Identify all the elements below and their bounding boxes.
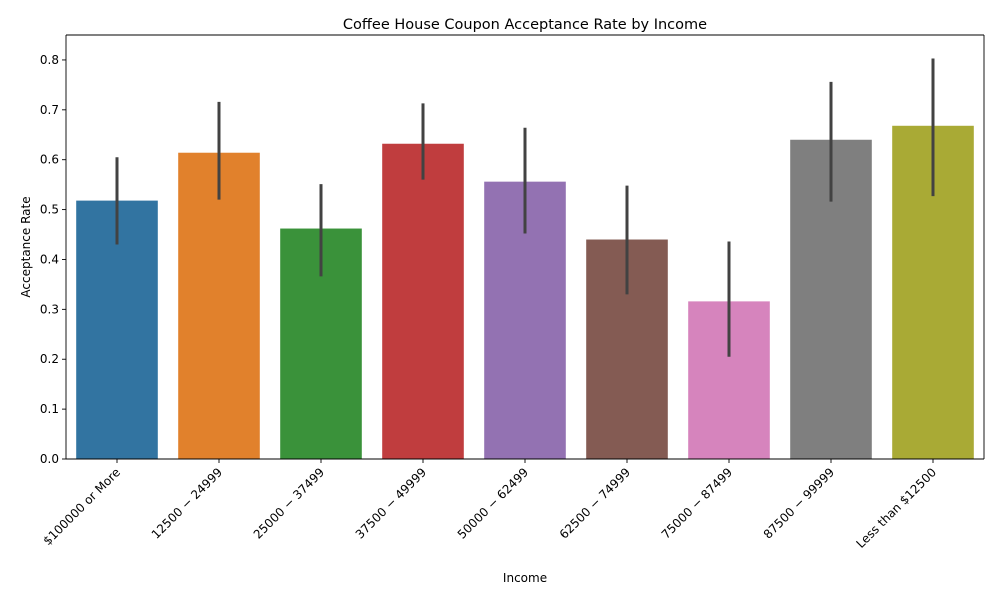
y-tick-label: 0.7 [40,103,59,117]
bars-layer [76,125,974,460]
y-tick-label: 0.3 [40,302,59,316]
y-tick-label: 0.6 [40,153,59,167]
x-axis-label: Income [503,571,547,585]
x-tick-label: 75000 − 87499 [659,465,735,541]
x-tick-label: Less than $12500 [854,465,940,551]
y-axis-label: Acceptance Rate [19,196,33,297]
bar [382,143,464,459]
y-tick-label: 0.2 [40,352,59,366]
x-tick-label: 12500 − 24999 [149,465,225,541]
x-tick-label: 25000 − 37499 [251,465,327,541]
x-tick-label: 50000 − 62499 [455,465,531,541]
y-tick-label: 0.4 [40,252,59,266]
x-tick-label: $100000 or More [40,465,123,548]
x-tick-label: 37500 − 49999 [353,465,429,541]
y-tick-label: 0.8 [40,53,59,67]
x-axis-ticks: $100000 or More 12500 − 24999 25000 − 3749… [40,459,939,551]
errorbars-layer [115,58,935,357]
y-tick-label: 0.1 [40,402,59,416]
x-tick-label: 62500 − 74999 [557,465,633,541]
y-tick-label: 0.0 [40,452,59,466]
bar [178,152,260,459]
y-axis-ticks: 0.0 0.1 0.2 0.3 0.4 0.5 0.6 0.7 0.8 [40,53,66,466]
y-tick-label: 0.5 [40,203,59,217]
chart-title: Coffee House Coupon Acceptance Rate by I… [343,17,707,33]
x-tick-label: 87500 − 99999 [761,465,837,541]
